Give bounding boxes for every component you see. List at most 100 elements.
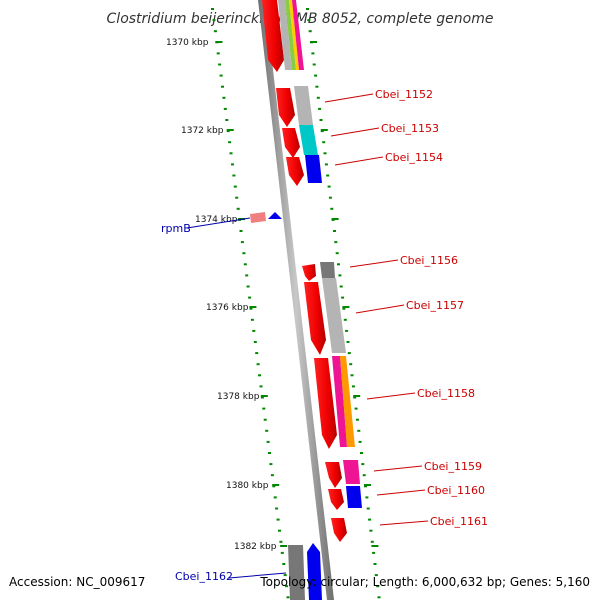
scale-dot (256, 363, 260, 366)
cog-stripes (278, 0, 362, 600)
scale-dot (365, 496, 369, 499)
gene-arrow[interactable] (302, 264, 316, 281)
scale-dot (355, 418, 359, 421)
gene-arrow[interactable] (286, 157, 304, 186)
scale-dot (272, 485, 276, 488)
scale-dot (249, 306, 257, 308)
scale-dot (249, 307, 253, 310)
scale-dot (320, 130, 324, 133)
scale-dot (231, 163, 234, 166)
rpmB-gene[interactable] (250, 212, 282, 223)
scale-dot (225, 119, 229, 121)
scale-dot (279, 540, 283, 543)
scale-dot (216, 52, 220, 55)
scale-dot (364, 484, 371, 486)
scale-label: 1374 kbp (195, 215, 238, 225)
scale-dot (232, 174, 236, 177)
gene-labels: Cbei_1152 Cbei_1153 Cbei_1154 rpmB Cbei_… (161, 88, 488, 583)
scale-dot (334, 241, 338, 244)
gene-label-Cbei_1154[interactable]: Cbei_1154 (385, 151, 443, 164)
gene-label-Cbei_1153[interactable]: Cbei_1153 (381, 122, 439, 135)
gene-arrow[interactable] (331, 518, 347, 542)
scale-dot (319, 119, 323, 121)
scale-dot (213, 30, 217, 33)
scale-dot (253, 341, 257, 343)
scale-dot (262, 407, 266, 410)
scale-dot (346, 341, 350, 343)
scale-dot (258, 374, 261, 377)
scale-dot (368, 518, 372, 521)
gene-label-Cbei_1158[interactable]: Cbei_1158 (417, 387, 475, 400)
scale-dot (228, 141, 232, 144)
scale-dot (263, 418, 267, 421)
scale-dot (353, 395, 361, 397)
gene-arrow[interactable] (328, 489, 344, 510)
scale-dot (307, 19, 311, 22)
gene-arrow[interactable] (314, 358, 337, 449)
gene-arrow[interactable] (262, 0, 284, 72)
gene-label-Cbei_1160[interactable]: Cbei_1160 (427, 484, 485, 497)
label-leaders (186, 93, 429, 579)
scale-dot (374, 574, 378, 577)
scale-dot (372, 551, 376, 554)
scale-dot (229, 152, 233, 155)
scale-dot (308, 30, 312, 33)
map-title: Clostridium beijerinckii NCIMB 8052, com… (107, 11, 494, 27)
scale-dot (338, 274, 342, 277)
scale-dot (233, 185, 237, 188)
scale-dot (310, 41, 318, 43)
accession-text: Accession: NC_009617 (9, 575, 145, 589)
scale-dot (376, 585, 380, 588)
scale-dot (222, 96, 226, 99)
scale-dot (320, 129, 328, 131)
scale-dot (215, 41, 223, 43)
scale-dot (362, 474, 366, 477)
scale-dot (266, 440, 270, 443)
gene-arrow[interactable] (304, 282, 326, 355)
scale-dot (351, 385, 355, 388)
scale-dot (347, 352, 351, 355)
scale-dot (306, 8, 309, 10)
gene-arrows (262, 0, 347, 542)
gene-label-Cbei_1159[interactable]: Cbei_1159 (424, 460, 482, 473)
scale-dot (211, 8, 214, 10)
scale-dot (316, 96, 320, 99)
scale-dot (377, 596, 381, 599)
gene-label-Cbei_1161[interactable]: Cbei_1161 (430, 515, 488, 528)
gene-arrow[interactable] (282, 128, 300, 158)
scale-dot (285, 585, 289, 588)
scale-dot (312, 63, 316, 66)
scale-dot (219, 74, 223, 77)
scale-label: 1372 kbp (181, 126, 224, 136)
gene-label-Cbei_1157[interactable]: Cbei_1157 (406, 299, 464, 312)
scale-dot (335, 252, 339, 255)
scale-dot (361, 463, 365, 466)
gene-label-rpmB[interactable]: rpmB (161, 222, 191, 235)
gene-label-Cbei_1156[interactable]: Cbei_1156 (400, 254, 458, 267)
scale-dot (343, 318, 347, 321)
scale-dot (280, 551, 284, 554)
gene-arrow[interactable] (276, 88, 295, 127)
scale-dot (371, 545, 379, 547)
scale-dot (322, 141, 326, 144)
scale-dot (314, 74, 318, 77)
scale-dot (252, 329, 256, 332)
scale-dot (273, 496, 277, 499)
scale-dot (240, 241, 244, 244)
scale-dot (235, 196, 239, 199)
scale-dot (250, 318, 254, 321)
scale-dot (226, 130, 230, 133)
scale-dot (330, 207, 334, 210)
scale-dot (269, 463, 273, 466)
gene-label-Cbei_1162[interactable]: Cbei_1162 (175, 570, 233, 583)
scale-dot (341, 296, 345, 299)
gene-arrow[interactable] (325, 462, 342, 488)
gene-label-Cbei_1152[interactable]: Cbei_1152 (375, 88, 433, 101)
scale-dot (331, 218, 339, 220)
scale-label: 1382 kbp (234, 542, 277, 552)
scale-dot (268, 452, 271, 454)
scale-dot (369, 529, 373, 532)
scale-dot (265, 429, 269, 432)
scale-dot (278, 529, 281, 532)
